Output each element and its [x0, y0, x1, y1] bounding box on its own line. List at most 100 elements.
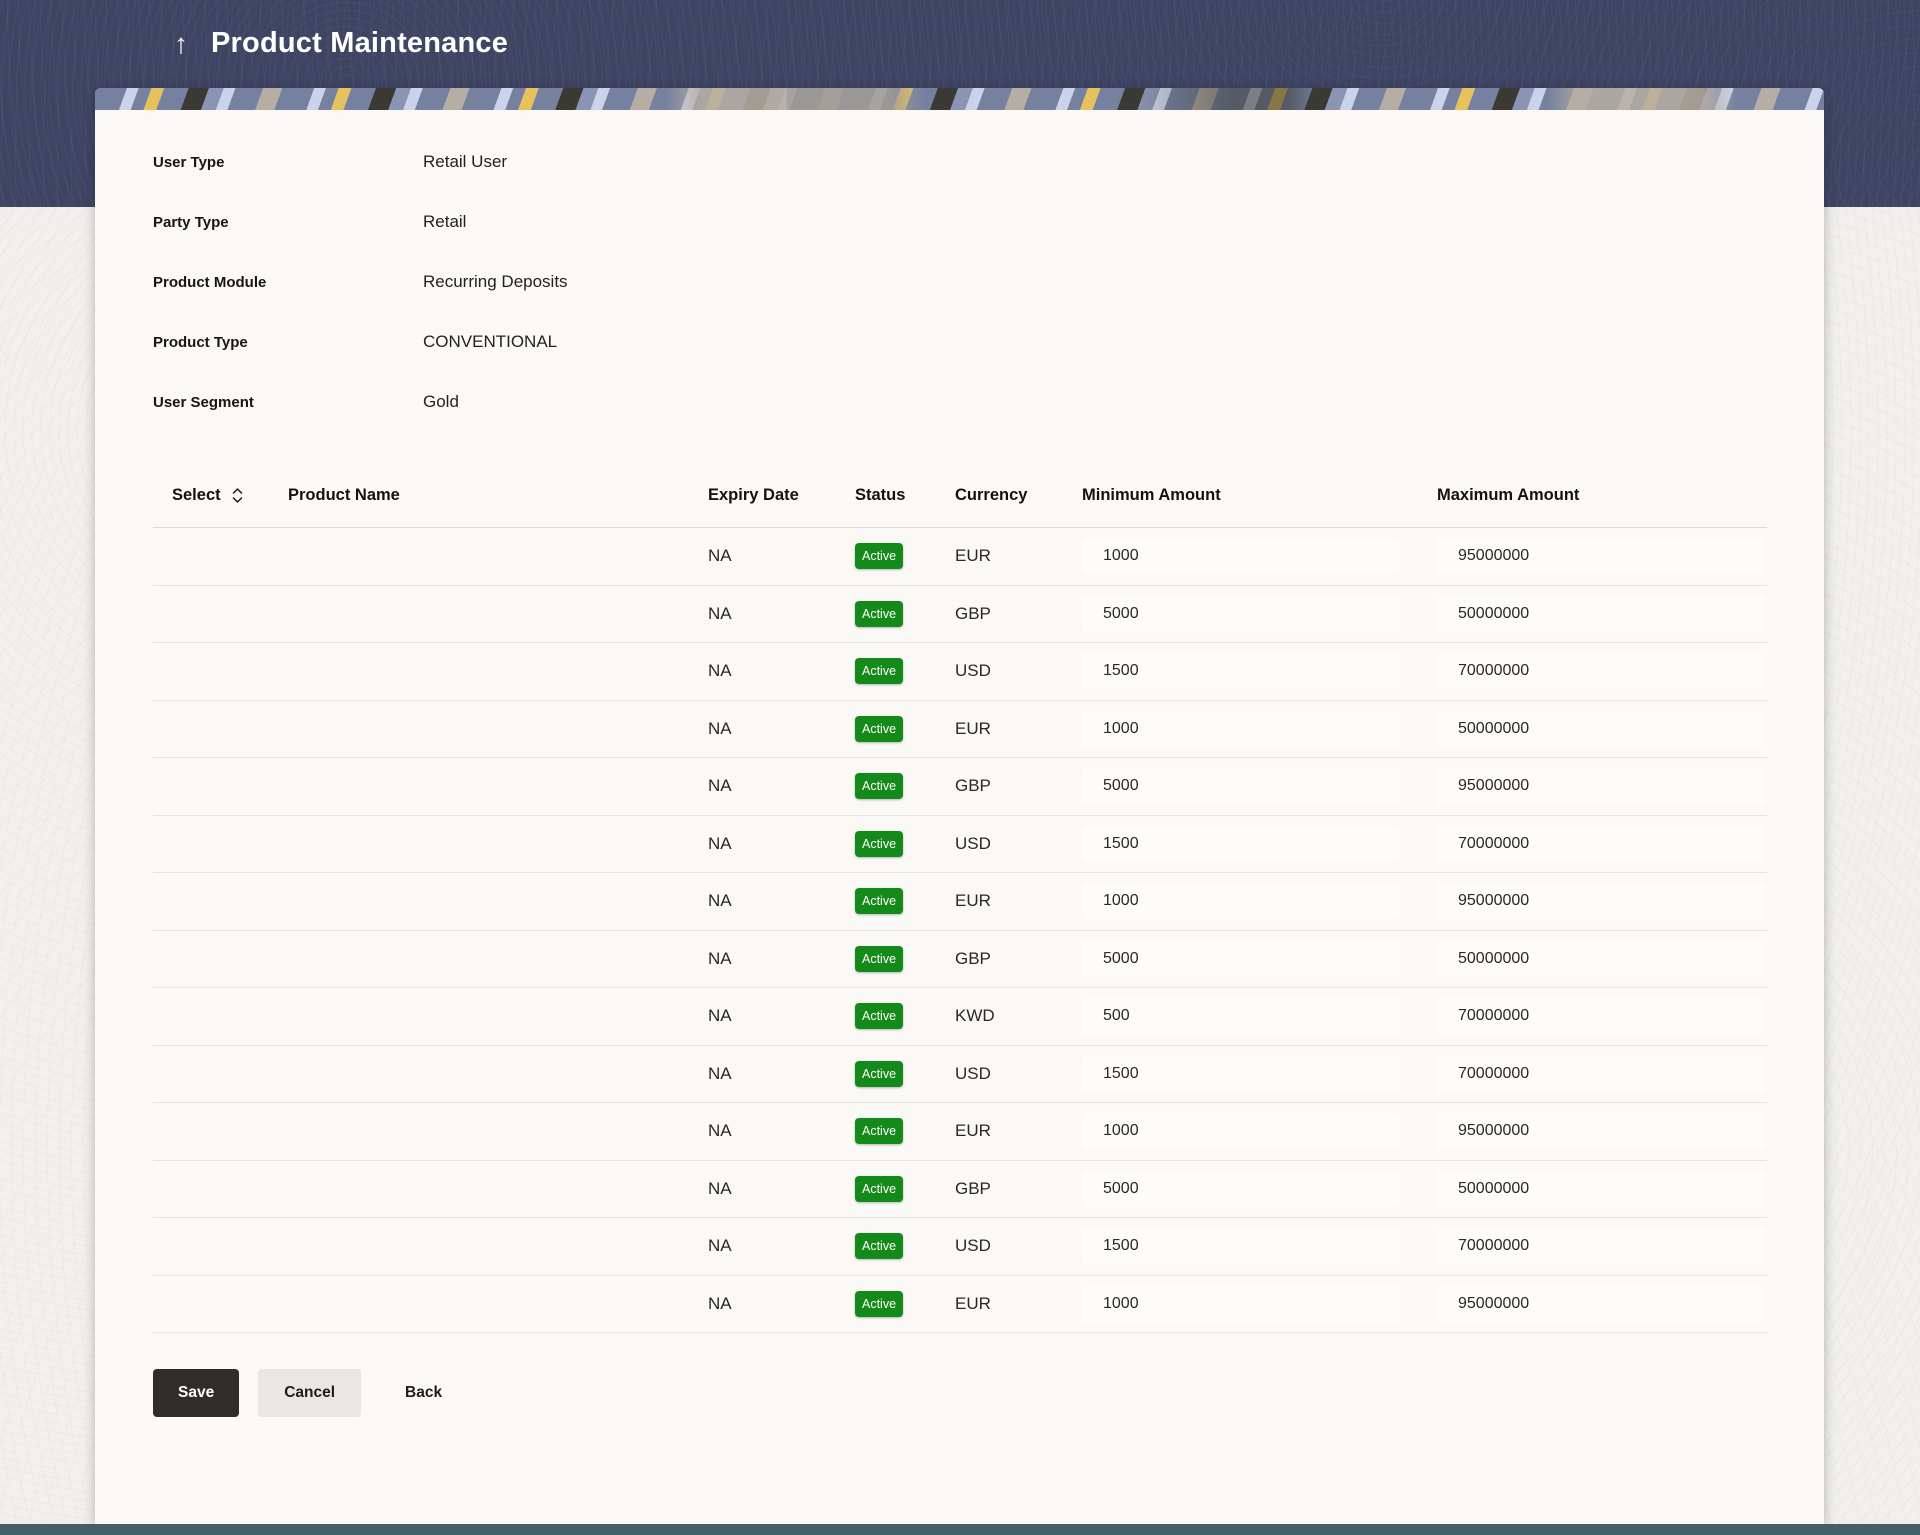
- max-amount-input[interactable]: 50000000: [1437, 595, 1764, 632]
- min-amount-input[interactable]: 5000: [1082, 595, 1400, 632]
- form-row-user-segment: User Segment Gold: [153, 372, 1824, 432]
- min-amount-input[interactable]: 1000: [1082, 1285, 1400, 1322]
- save-button[interactable]: Save: [153, 1369, 240, 1417]
- row-select-cell[interactable]: [153, 586, 288, 643]
- row-min-cell: 1500: [1082, 1228, 1437, 1265]
- decorative-banner: [95, 88, 1824, 110]
- table-row: NA Active EUR 1000 95000000: [153, 528, 1767, 586]
- row-select-cell[interactable]: [153, 643, 288, 700]
- row-expiry-date: NA: [708, 891, 732, 911]
- status-badge: Active: [855, 1175, 904, 1202]
- row-select-cell[interactable]: [153, 1161, 288, 1218]
- row-currency: KWD: [955, 1006, 995, 1026]
- form-row-user-type: User Type Retail User: [153, 132, 1824, 192]
- row-expiry-date: NA: [708, 948, 732, 968]
- max-amount-input[interactable]: 70000000: [1437, 998, 1764, 1035]
- row-max-cell: 95000000: [1437, 1285, 1767, 1322]
- min-amount-input[interactable]: 1000: [1082, 538, 1400, 575]
- min-amount-input[interactable]: 5000: [1082, 940, 1400, 977]
- row-min-cell: 1000: [1082, 1285, 1437, 1322]
- column-header-expiry-date: Expiry Date: [708, 486, 799, 504]
- min-amount-input[interactable]: 1500: [1082, 825, 1400, 862]
- min-amount-input[interactable]: 500: [1082, 998, 1400, 1035]
- table-header-row: Select Product Name Expiry Date Status C…: [153, 464, 1767, 528]
- status-badge: Active: [855, 888, 904, 915]
- row-currency: EUR: [955, 718, 991, 738]
- header-title-row: ↑ Product Maintenance: [0, 0, 1920, 60]
- max-amount-input[interactable]: 50000000: [1437, 940, 1764, 977]
- row-currency: EUR: [955, 546, 991, 566]
- sort-icon[interactable]: [231, 487, 244, 504]
- min-amount-input[interactable]: 1000: [1082, 883, 1400, 920]
- row-select-cell[interactable]: [153, 528, 288, 585]
- row-select-cell[interactable]: [153, 988, 288, 1045]
- row-select-cell[interactable]: [153, 1218, 288, 1275]
- row-min-cell: 5000: [1082, 940, 1437, 977]
- up-arrow-icon[interactable]: ↑: [174, 27, 188, 59]
- user-segment-label: User Segment: [153, 393, 254, 411]
- row-status-cell: Active: [855, 773, 955, 800]
- row-currency: GBP: [955, 948, 991, 968]
- max-amount-input[interactable]: 70000000: [1437, 1055, 1764, 1092]
- table-row: NA Active USD 1500 70000000: [153, 1218, 1767, 1276]
- row-currency: GBP: [955, 603, 991, 623]
- min-amount-input[interactable]: 1000: [1082, 710, 1400, 747]
- max-amount-input[interactable]: 95000000: [1437, 1113, 1764, 1150]
- table-row: NA Active GBP 5000 50000000: [153, 931, 1767, 988]
- back-button[interactable]: Back: [399, 1383, 448, 1403]
- max-amount-input[interactable]: 95000000: [1437, 538, 1764, 575]
- row-max-cell: 95000000: [1437, 538, 1767, 575]
- column-header-minimum-amount: Minimum Amount: [1082, 486, 1221, 504]
- max-amount-input[interactable]: 70000000: [1437, 653, 1764, 690]
- min-amount-input[interactable]: 1000: [1082, 1113, 1400, 1150]
- max-amount-input[interactable]: 95000000: [1437, 883, 1764, 920]
- products-table: Select Product Name Expiry Date Status C…: [153, 464, 1767, 1333]
- column-header-status: Status: [855, 486, 906, 504]
- column-header-select: Select: [153, 486, 288, 505]
- column-header-maximum-amount: Maximum Amount: [1437, 486, 1580, 504]
- form-row-product-type: Product Type CONVENTIONAL: [153, 312, 1824, 372]
- row-currency: EUR: [955, 1293, 991, 1313]
- row-currency: EUR: [955, 1121, 991, 1141]
- row-expiry-date: NA: [708, 661, 732, 681]
- max-amount-input[interactable]: 70000000: [1437, 825, 1764, 862]
- party-type-label: Party Type: [153, 213, 229, 231]
- row-expiry-date: NA: [708, 1293, 732, 1313]
- min-amount-input[interactable]: 1500: [1082, 1055, 1400, 1092]
- row-select-cell[interactable]: [153, 1103, 288, 1160]
- row-status-cell: Active: [855, 1175, 955, 1202]
- status-badge: Active: [855, 1290, 904, 1317]
- row-select-cell[interactable]: [153, 1046, 288, 1103]
- row-expiry-date: NA: [708, 1178, 732, 1198]
- row-status-cell: Active: [855, 1060, 955, 1087]
- status-badge: Active: [855, 600, 904, 627]
- row-currency: GBP: [955, 1178, 991, 1198]
- row-expiry-date: NA: [708, 546, 732, 566]
- row-select-cell[interactable]: [153, 701, 288, 758]
- min-amount-input[interactable]: 5000: [1082, 768, 1400, 805]
- min-amount-input[interactable]: 1500: [1082, 1228, 1400, 1265]
- row-select-cell[interactable]: [153, 873, 288, 930]
- row-status-cell: Active: [855, 945, 955, 972]
- max-amount-input[interactable]: 50000000: [1437, 710, 1764, 747]
- row-status-cell: Active: [855, 658, 955, 685]
- form-row-product-module: Product Module Recurring Deposits: [153, 252, 1824, 312]
- row-min-cell: 1000: [1082, 710, 1437, 747]
- row-select-cell[interactable]: [153, 816, 288, 873]
- max-amount-input[interactable]: 70000000: [1437, 1228, 1764, 1265]
- product-type-value: CONVENTIONAL: [423, 332, 558, 351]
- row-select-cell[interactable]: [153, 931, 288, 988]
- row-select-cell[interactable]: [153, 758, 288, 815]
- status-badge: Active: [855, 945, 904, 972]
- cancel-button[interactable]: Cancel: [258, 1369, 362, 1417]
- max-amount-input[interactable]: 95000000: [1437, 1285, 1764, 1322]
- row-select-cell[interactable]: [153, 1276, 288, 1333]
- min-amount-input[interactable]: 5000: [1082, 1170, 1400, 1207]
- max-amount-input[interactable]: 50000000: [1437, 1170, 1764, 1207]
- min-amount-input[interactable]: 1500: [1082, 653, 1400, 690]
- max-amount-input[interactable]: 95000000: [1437, 768, 1764, 805]
- status-badge: Active: [855, 1003, 904, 1030]
- row-expiry-date: NA: [708, 1063, 732, 1083]
- row-max-cell: 50000000: [1437, 940, 1767, 977]
- table-row: NA Active GBP 5000 95000000: [153, 758, 1767, 816]
